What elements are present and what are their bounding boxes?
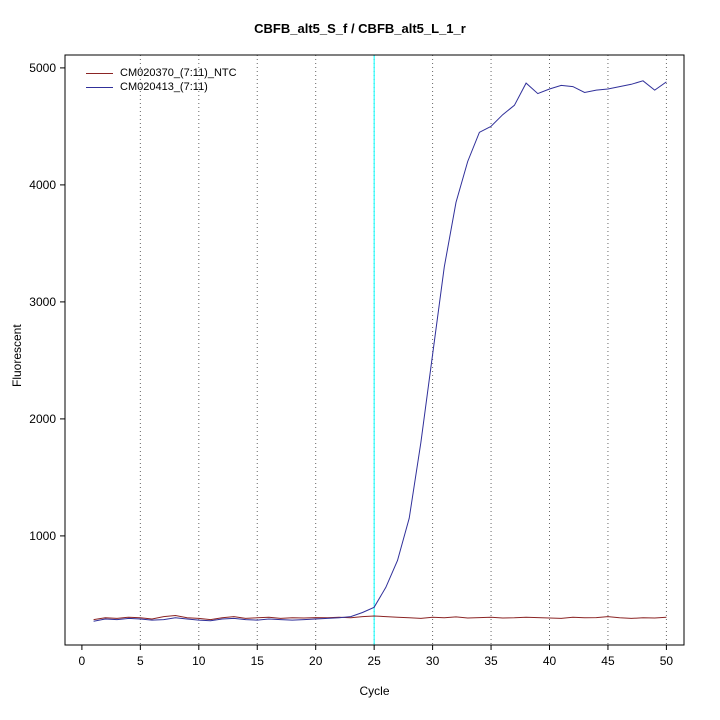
svg-text:35: 35 [484,654,498,668]
legend-line-swatch-sample [86,86,113,88]
svg-text:25: 25 [367,654,381,668]
y-axis-ticks: 1000 2000 3000 4000 5000 [29,61,65,543]
svg-text:5000: 5000 [29,61,56,75]
chart-title: CBFB_alt5_S_f / CBFB_alt5_L_1_r [254,21,466,36]
legend-label-ntc: CM020370_(7:11)_NTC [120,67,237,79]
legend-label-sample: CM020413_(7:11) [120,81,208,93]
svg-text:15: 15 [251,654,265,668]
svg-text:5: 5 [137,654,144,668]
series-line-0 [93,614,667,621]
svg-text:20: 20 [309,654,323,668]
svg-text:10: 10 [192,654,206,668]
svg-text:3000: 3000 [29,295,56,309]
x-gridlines [139,55,667,645]
svg-text:1000: 1000 [29,529,56,543]
svg-text:2000: 2000 [29,412,56,426]
svg-text:30: 30 [426,654,440,668]
legend-line-swatch-ntc [86,72,113,74]
x-axis-ticks: 0 5 10 15 20 25 30 35 40 45 50 [79,645,674,668]
svg-text:4000: 4000 [29,178,56,192]
svg-text:50: 50 [660,654,674,668]
series-line-1 [93,80,667,622]
svg-text:40: 40 [543,654,557,668]
legend: CM020370_(7:11)_NTC CM020413_(7:11) [86,66,237,94]
legend-item-sample: CM020413_(7:11) [86,80,237,94]
x-axis-label: Cycle [359,684,390,698]
svg-text:0: 0 [79,654,86,668]
legend-item-ntc: CM020370_(7:11)_NTC [86,66,237,80]
svg-text:45: 45 [601,654,615,668]
